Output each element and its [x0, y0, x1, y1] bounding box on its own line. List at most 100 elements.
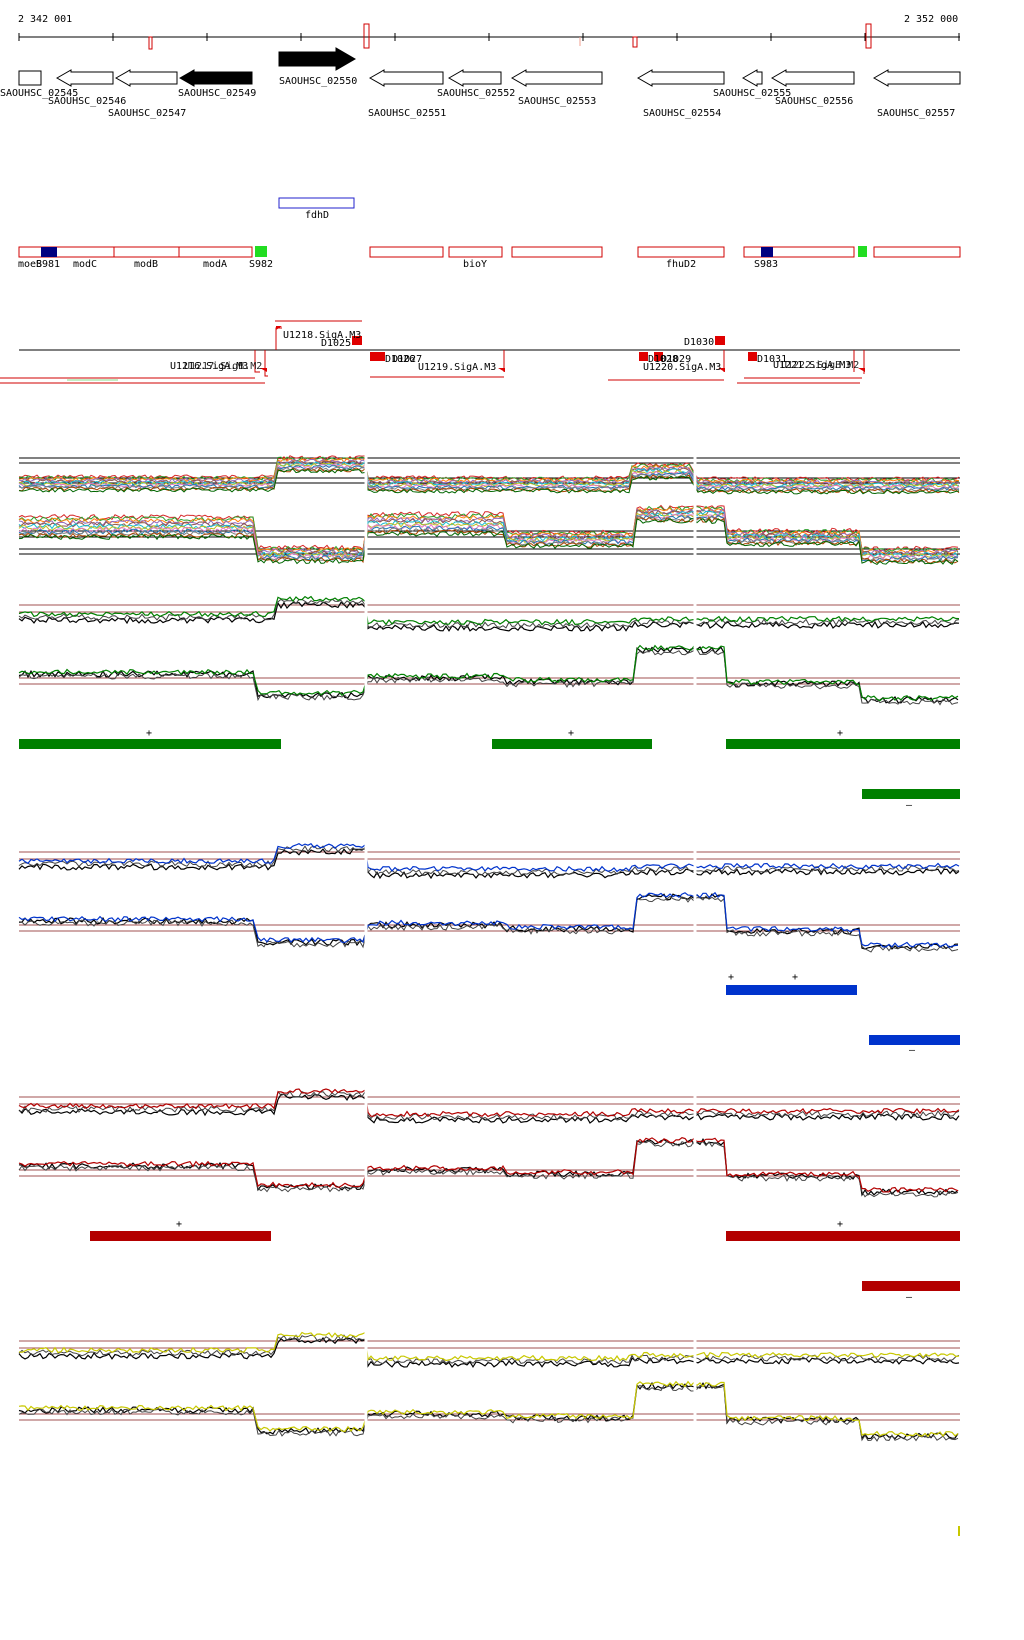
annotation-track [18, 197, 961, 258]
expression-line [18, 1331, 960, 1362]
expression-line [18, 515, 959, 563]
gene-arrow [18, 70, 42, 86]
expression-line [18, 1337, 960, 1369]
gene-arrow [178, 69, 253, 87]
gene-label: SAOUHSC_02550 [279, 76, 358, 87]
feature-label: U1219.SigA.M3 [418, 362, 497, 373]
significance-bar [869, 1035, 960, 1045]
minus-mark: – [906, 800, 913, 811]
significance-bar [726, 739, 960, 749]
feature-label: D1025 [321, 338, 352, 349]
minus-mark: – [906, 1292, 913, 1303]
significance-bar [492, 739, 652, 749]
gene-label: SAOUHSC_02555 [713, 88, 792, 99]
feature-label: U1222.SigB.M2 [781, 360, 860, 371]
feature-label: U1216.SigA.M3 [170, 361, 249, 372]
feature-label: U1217.SigB.M2 [184, 361, 263, 372]
plus-mark: + [568, 728, 575, 739]
expression-line [18, 601, 960, 632]
expression-line [18, 517, 959, 566]
expression-line [18, 465, 960, 491]
gene-name: fhuD2 [666, 259, 697, 270]
expression-line [18, 1137, 959, 1193]
gene-arrow [872, 69, 961, 87]
expression-line [18, 1137, 959, 1197]
expression-line [18, 895, 959, 953]
significance-bar [862, 789, 960, 799]
expression-line [18, 1380, 959, 1438]
gene-label: SAOUHSC_02546 [48, 96, 127, 107]
plus-mark: + [728, 972, 735, 983]
gene-label: SAOUHSC_02554 [643, 108, 722, 119]
feature-label: D1030 [684, 337, 715, 348]
expression-line [18, 893, 959, 950]
gene-arrow [55, 69, 114, 87]
ruler [18, 23, 960, 50]
gene-arrow [447, 69, 502, 87]
gene-arrow [741, 69, 763, 87]
expression-line [18, 845, 960, 876]
gene-arrow [770, 69, 855, 87]
expression-line [18, 891, 959, 949]
minus-mark: – [909, 1045, 916, 1056]
expression-line [18, 457, 960, 484]
expression-line [18, 1088, 960, 1118]
expression-line [18, 644, 959, 702]
gene-label: SAOUHSC_02551 [368, 108, 447, 119]
expression-line [18, 455, 960, 482]
gene-label: SAOUHSC_02557 [877, 108, 956, 119]
feature-label: U1221.SigA.M3 [773, 360, 852, 371]
expression-line [18, 1090, 960, 1121]
expression-line [18, 648, 959, 706]
plus-mark: + [837, 728, 844, 739]
expression-line [18, 466, 960, 493]
gene-label: SAOUHSC_02547 [108, 108, 187, 119]
plus-mark: + [792, 972, 799, 983]
gene-label: SAOUHSC_02545 [0, 88, 79, 99]
significance-bar [958, 1526, 960, 1536]
feature-label: D1029 [661, 354, 692, 365]
expression-line [18, 461, 959, 488]
expression-line [18, 1384, 959, 1442]
expression-line [18, 508, 959, 556]
plus-mark: + [837, 1219, 844, 1230]
gene-name: modA [203, 259, 228, 270]
expression-line [18, 1334, 960, 1365]
significance-bar [862, 1281, 960, 1291]
expression-line [18, 505, 959, 553]
gene-name: S982 [249, 259, 274, 270]
gene-name: fdhD [305, 210, 330, 221]
expression-line [18, 1140, 959, 1198]
expression-line [18, 462, 960, 489]
gene-arrow [278, 47, 356, 71]
expression-line [18, 468, 960, 495]
expression-line [18, 1381, 959, 1441]
expression-line [18, 848, 960, 880]
coord-start: 2 342 001 [18, 14, 73, 25]
gene-name: moeB [18, 259, 43, 270]
gene-arrow [636, 69, 725, 87]
gene-name: modC [73, 259, 98, 270]
expression-line [18, 513, 959, 561]
gene-arrow [114, 69, 178, 87]
coord-end: 2 352 000 [904, 14, 959, 25]
significance-bar [726, 985, 857, 995]
feature-label: U1218.SigA.M3 [283, 330, 362, 341]
feature-track [0, 320, 960, 384]
plus-mark: + [176, 1219, 183, 1230]
significance-bar [726, 1231, 960, 1241]
gene-name: modB [134, 259, 159, 270]
feature-label: U1220.SigA.M3 [643, 362, 722, 373]
gene-label: SAOUHSC_02553 [518, 96, 597, 107]
gene-arrow [368, 69, 444, 87]
significance-bar [19, 739, 281, 749]
expression-line [18, 460, 960, 487]
expression-line [18, 598, 960, 629]
gene-track [18, 47, 961, 87]
feature-label: D1026 [385, 354, 416, 365]
expression-line [18, 514, 959, 562]
feature-label: D1027 [392, 354, 423, 365]
expression-line [18, 842, 960, 873]
feature-label: D1031 [757, 354, 788, 365]
